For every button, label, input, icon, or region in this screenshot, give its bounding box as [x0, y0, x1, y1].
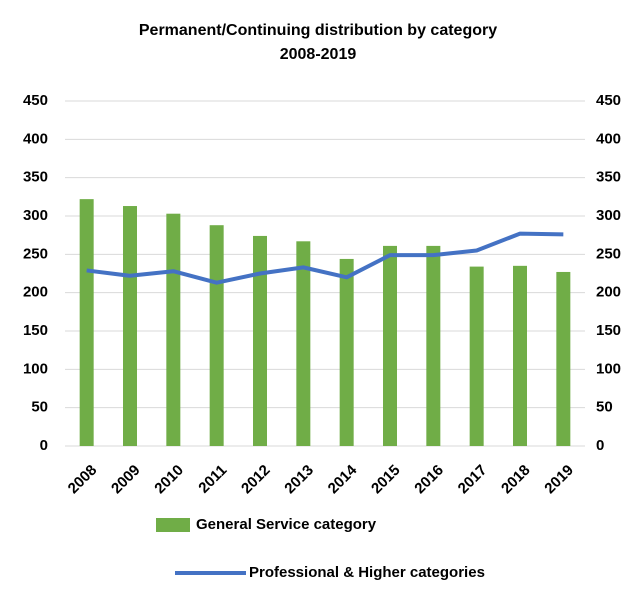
- bar: [296, 241, 311, 446]
- y2-tick-label: 100: [596, 360, 621, 377]
- legend-swatch: [156, 518, 190, 532]
- y2-tick-label: 300: [596, 207, 621, 224]
- x-tick-label: 2008: [65, 462, 101, 498]
- bar: [166, 213, 181, 446]
- bar: [556, 271, 571, 446]
- y2-tick-label: 350: [596, 169, 621, 186]
- bar: [426, 245, 441, 446]
- chart-title: Permanent/Continuing distribution by cat…: [139, 22, 497, 39]
- bar: [253, 235, 267, 446]
- bar: [79, 199, 94, 446]
- bar: [513, 265, 527, 446]
- x-tick-label: 2017: [455, 462, 491, 498]
- bar: [209, 225, 224, 446]
- x-tick-label: 2018: [498, 462, 534, 498]
- x-tick-label: 2009: [108, 462, 144, 498]
- bar: [383, 245, 397, 446]
- legend-label: General Service category: [196, 516, 377, 533]
- y-tick-label: 250: [23, 245, 48, 262]
- x-tick-label: 2019: [541, 462, 577, 498]
- y2-tick-label: 50: [596, 399, 613, 416]
- y-tick-label: 450: [23, 92, 48, 109]
- y2-tick-label: 150: [596, 322, 621, 339]
- legend-label: Professional & Higher categories: [249, 564, 485, 581]
- y-tick-label: 400: [23, 130, 48, 147]
- y-tick-label: 150: [23, 322, 48, 339]
- y2-tick-label: 450: [596, 92, 621, 109]
- y-tick-label: 100: [23, 360, 48, 377]
- x-tick-label: 2012: [238, 462, 274, 498]
- y-tick-label: 350: [23, 169, 48, 186]
- y2-tick-label: 250: [596, 245, 621, 262]
- bar: [339, 258, 354, 446]
- bar: [123, 206, 137, 446]
- x-tick-label: 2016: [411, 462, 447, 498]
- y2-tick-label: 200: [596, 284, 621, 301]
- y-tick-label: 200: [23, 284, 48, 301]
- x-tick-label: 2011: [195, 462, 230, 497]
- x-tick-label: 2013: [281, 462, 317, 498]
- y2-tick-label: 400: [596, 130, 621, 147]
- x-tick-label: 2010: [151, 462, 187, 498]
- line: [86, 231, 564, 285]
- x-tick-label: 2014: [325, 461, 361, 497]
- x-tick-label: 2015: [368, 462, 404, 498]
- y-tick-label: 0: [40, 437, 48, 454]
- y-tick-label: 300: [23, 207, 48, 224]
- y-tick-label: 50: [31, 399, 48, 416]
- chart-subtitle: 2008-2019: [280, 46, 357, 63]
- y2-tick-label: 0: [596, 437, 604, 454]
- bar: [469, 266, 484, 446]
